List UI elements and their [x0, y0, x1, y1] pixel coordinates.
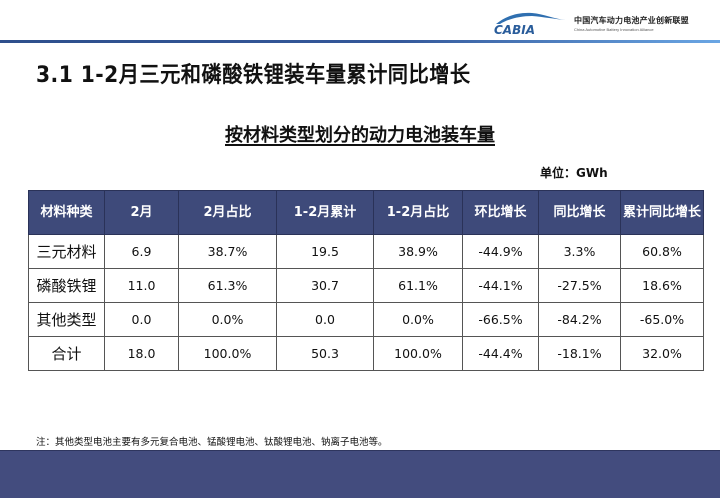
column-header-feb-share: 2月占比: [178, 190, 277, 235]
cumulative-value: 50.3: [276, 336, 374, 371]
yoy-growth: -84.2%: [538, 302, 621, 337]
cumulative-share: 61.1%: [373, 268, 463, 303]
table-row: 磷酸铁锂 11.0 61.3% 30.7 61.1% -44.1% -27.5%…: [28, 268, 704, 303]
cabia-logo-icon: CABIA: [494, 12, 566, 36]
cumulative-yoy: 18.6%: [620, 268, 704, 303]
cumulative-share: 38.9%: [373, 234, 463, 269]
material-name: 磷酸铁锂: [28, 268, 105, 303]
org-name-en: China Automotive Battery Innovation Alli…: [574, 27, 654, 32]
yoy-growth: -18.1%: [538, 336, 621, 371]
org-name-cn: 中国汽车动力电池产业创新联盟: [574, 16, 689, 25]
cumulative-share: 100.0%: [373, 336, 463, 371]
column-header-feb: 2月: [104, 190, 179, 235]
material-name: 合计: [28, 336, 105, 371]
feb-value: 11.0: [104, 268, 179, 303]
material-name: 其他类型: [28, 302, 105, 337]
table-header-row: 材料种类 2月 2月占比 1-2月累计 1-2月占比 环比增长 同比增长 累计同…: [28, 190, 704, 235]
table-caption-text: 按材料类型划分的动力电池装车量: [225, 125, 495, 146]
yoy-growth: 3.3%: [538, 234, 621, 269]
slide-title: 3.1 1-2月三元和磷酸铁锂装车量累计同比增长: [36, 63, 471, 88]
feb-share: 100.0%: [178, 336, 277, 371]
column-header-mom-growth: 环比增长: [462, 190, 539, 235]
feb-value: 6.9: [104, 234, 179, 269]
feb-value: 0.0: [104, 302, 179, 337]
feb-share: 38.7%: [178, 234, 277, 269]
table-caption: 按材料类型划分的动力电池装车量: [0, 121, 720, 147]
cumulative-share: 0.0%: [373, 302, 463, 337]
mom-growth: -44.4%: [462, 336, 539, 371]
footnote: 注：其他类型电池主要有多元复合电池、锰酸锂电池、钛酸锂电池、钠离子电池等。: [36, 437, 388, 448]
cumulative-yoy: -65.0%: [620, 302, 704, 337]
header-divider: [0, 40, 720, 43]
mom-growth: -66.5%: [462, 302, 539, 337]
battery-installation-table: 材料种类 2月 2月占比 1-2月累计 1-2月占比 环比增长 同比增长 累计同…: [28, 190, 704, 371]
svg-text:CABIA: CABIA: [494, 23, 535, 36]
material-name: 三元材料: [28, 234, 105, 269]
feb-value: 18.0: [104, 336, 179, 371]
column-header-cumulative-yoy: 累计同比增长: [620, 190, 704, 235]
cumulative-value: 19.5: [276, 234, 374, 269]
column-header-cumulative: 1-2月累计: [276, 190, 374, 235]
mom-growth: -44.1%: [462, 268, 539, 303]
cumulative-value: 0.0: [276, 302, 374, 337]
column-header-cumulative-share: 1-2月占比: [373, 190, 463, 235]
table-row: 其他类型 0.0 0.0% 0.0 0.0% -66.5% -84.2% -65…: [28, 302, 704, 337]
cumulative-yoy: 32.0%: [620, 336, 704, 371]
column-header-yoy-growth: 同比增长: [538, 190, 621, 235]
unit-label: 单位：GWh: [540, 166, 608, 180]
yoy-growth: -27.5%: [538, 268, 621, 303]
table-row-total: 合计 18.0 100.0% 50.3 100.0% -44.4% -18.1%…: [28, 336, 704, 371]
feb-share: 0.0%: [178, 302, 277, 337]
table-row: 三元材料 6.9 38.7% 19.5 38.9% -44.9% 3.3% 60…: [28, 234, 704, 269]
feb-share: 61.3%: [178, 268, 277, 303]
cabia-logo: CABIA 中国汽车动力电池产业创新联盟 China Automotive Ba…: [492, 10, 712, 38]
cumulative-value: 30.7: [276, 268, 374, 303]
footer-bar: [0, 450, 720, 498]
mom-growth: -44.9%: [462, 234, 539, 269]
cumulative-yoy: 60.8%: [620, 234, 704, 269]
column-header-material: 材料种类: [28, 190, 105, 235]
